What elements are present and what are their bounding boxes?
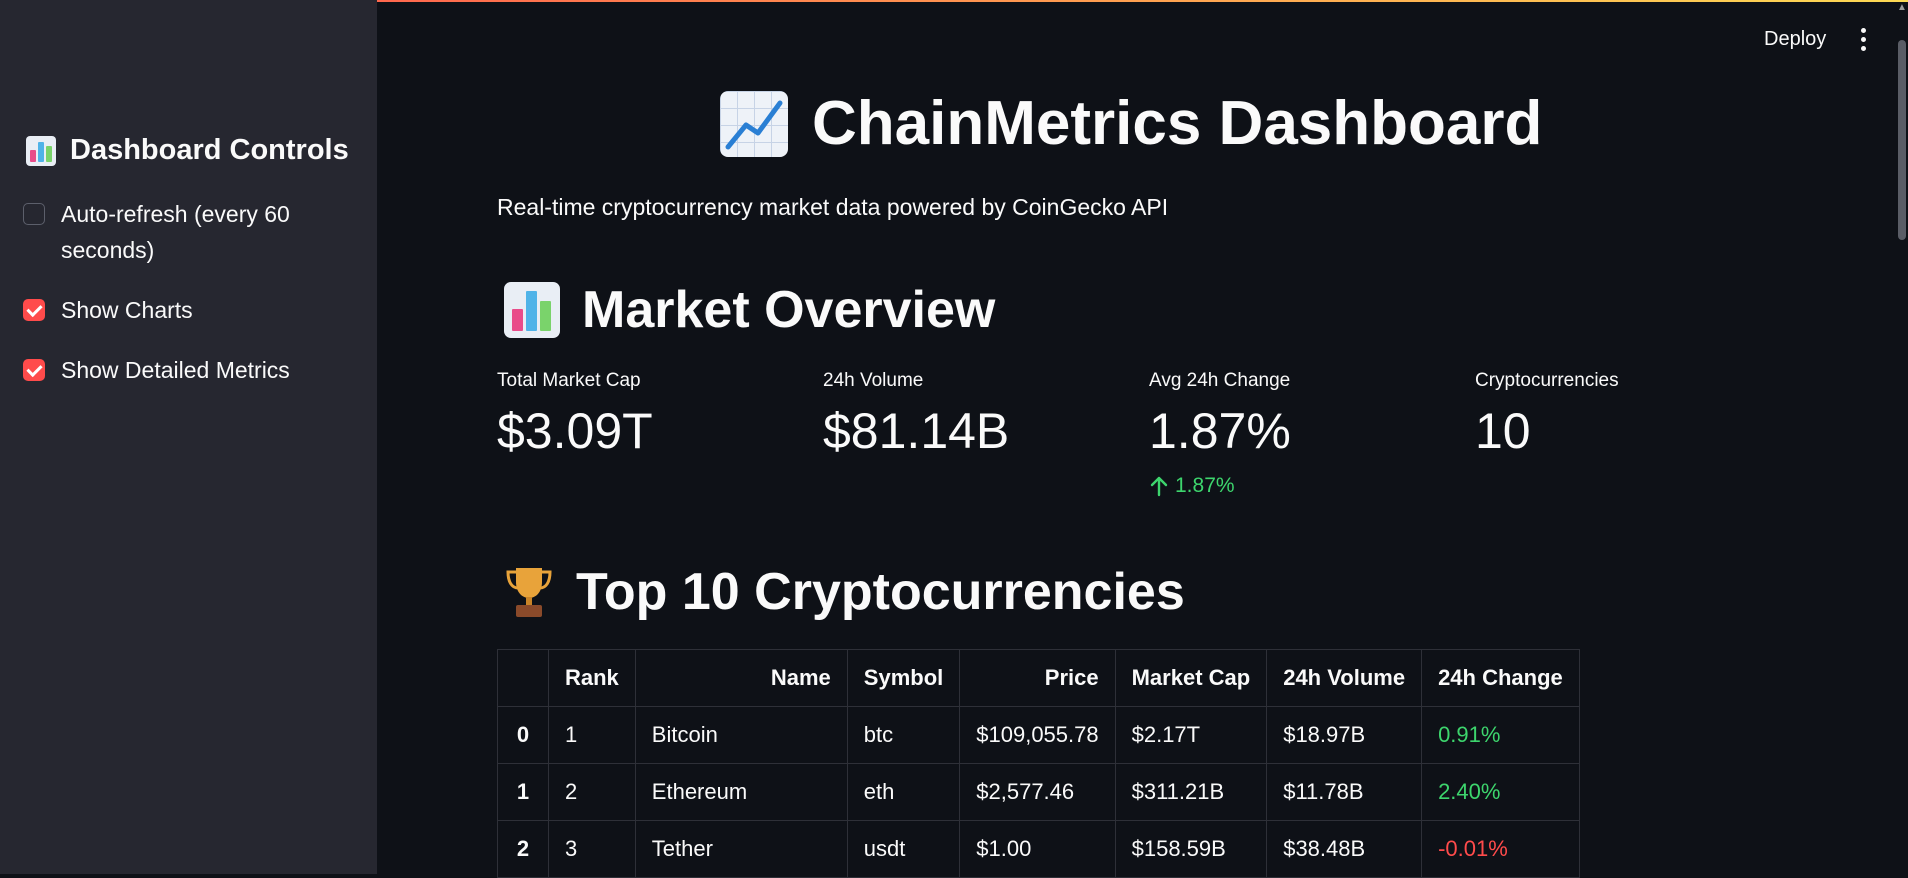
cell-volume[interactable]: $18.97B	[1266, 706, 1423, 764]
cell-change[interactable]: 0.91%	[1421, 706, 1580, 764]
show-charts-label[interactable]: Show Charts	[61, 297, 193, 323]
table-row[interactable]: 0 1 Bitcoin btc $109,055.78 $2.17T $18.9…	[497, 706, 1580, 764]
bar-chart-icon	[26, 135, 56, 166]
metric-delta-value: 1.87%	[1175, 474, 1235, 497]
table-row[interactable]: 1 2 Ethereum eth $2,577.46 $311.21B $11.…	[497, 763, 1580, 821]
column-header-24h-volume[interactable]: 24h Volume	[1266, 649, 1423, 707]
metric-label: Total Market Cap	[497, 370, 641, 391]
arrow-up-icon	[1150, 476, 1168, 497]
metric-value: 1.87%	[1149, 403, 1291, 459]
row-index: 2	[497, 820, 549, 878]
market-overview-heading: Market Overview	[504, 280, 995, 340]
cell-price[interactable]: $1.00	[959, 820, 1116, 878]
auto-refresh-label[interactable]: Auto-refresh (every 60 seconds)	[61, 201, 290, 263]
cell-rank[interactable]: 1	[548, 706, 636, 764]
cell-price[interactable]: $2,577.46	[959, 763, 1116, 821]
page-subtitle: Real-time cryptocurrency market data pow…	[497, 194, 1169, 220]
top-decoration-bar	[0, 0, 1908, 2]
cell-market-cap[interactable]: $311.21B	[1114, 763, 1268, 821]
show-detailed-metrics-checkbox[interactable]: Show Detailed Metrics	[23, 352, 290, 388]
metric-label: Cryptocurrencies	[1475, 370, 1619, 391]
metric-delta: 1.87%	[1149, 474, 1291, 498]
sidebar: Dashboard Controls Auto-refresh (every 6…	[0, 0, 377, 874]
trophy-icon	[506, 568, 552, 617]
column-header-24h-change[interactable]: 24h Change	[1421, 649, 1580, 707]
chart-increasing-icon	[720, 90, 788, 157]
column-header-name[interactable]: Name	[634, 649, 848, 707]
sidebar-title: Dashboard Controls	[26, 134, 349, 167]
show-charts-checkbox[interactable]: Show Charts	[23, 292, 193, 328]
cell-change[interactable]: 2.40%	[1421, 763, 1580, 821]
bar-chart-icon	[504, 282, 560, 338]
row-index: 0	[497, 706, 549, 764]
cell-rank[interactable]: 3	[548, 820, 636, 878]
top-cryptocurrencies-heading: Top 10 Cryptocurrencies	[504, 562, 1185, 622]
cell-market-cap[interactable]: $158.59B	[1114, 820, 1268, 878]
metric-value: $81.14B	[823, 403, 1010, 459]
metric-cryptocurrencies: Cryptocurrencies 10	[1475, 370, 1619, 460]
metric-24h-volume: 24h Volume $81.14B	[823, 370, 1009, 460]
checkbox-box[interactable]	[23, 359, 45, 381]
cell-name[interactable]: Tether	[634, 820, 848, 878]
cell-symbol[interactable]: btc	[846, 706, 961, 764]
cell-symbol[interactable]: eth	[846, 763, 961, 821]
auto-refresh-checkbox[interactable]: Auto-refresh (every 60 seconds)	[23, 196, 321, 268]
top-cryptocurrencies-heading-text: Top 10 Cryptocurrencies	[576, 563, 1185, 621]
metric-label: 24h Volume	[823, 370, 924, 391]
row-index: 1	[497, 763, 549, 821]
scrollbar-thumb[interactable]	[1898, 40, 1906, 240]
table-header-row: Rank Name Symbol Price Market Cap 24h Vo…	[497, 649, 1580, 707]
metric-value: $3.09T	[497, 403, 653, 459]
cell-volume[interactable]: $38.48B	[1266, 820, 1423, 878]
cell-name[interactable]: Ethereum	[634, 763, 848, 821]
column-header-rank[interactable]: Rank	[548, 649, 636, 707]
table-row[interactable]: 2 3 Tether usdt $1.00 $158.59B $38.48B -…	[497, 820, 1580, 878]
cell-rank[interactable]: 2	[548, 763, 636, 821]
cell-market-cap[interactable]: $2.17T	[1114, 706, 1268, 764]
metric-value: 10	[1475, 403, 1531, 459]
cell-volume[interactable]: $11.78B	[1266, 763, 1423, 821]
column-header-price[interactable]: Price	[959, 649, 1116, 707]
metric-total-market-cap: Total Market Cap $3.09T	[497, 370, 653, 460]
scroll-up-icon[interactable]: ▲	[1897, 2, 1907, 13]
show-detailed-metrics-label[interactable]: Show Detailed Metrics	[61, 357, 290, 383]
page-title-text: ChainMetrics Dashboard	[812, 89, 1543, 158]
checkbox-box[interactable]	[23, 299, 45, 321]
metric-avg-24h-change: Avg 24h Change 1.87% 1.87%	[1149, 370, 1291, 498]
cell-name[interactable]: Bitcoin	[634, 706, 848, 764]
cell-price[interactable]: $109,055.78	[959, 706, 1116, 764]
page-title: ChainMetrics Dashboard	[720, 88, 1542, 159]
sidebar-title-text: Dashboard Controls	[70, 134, 349, 166]
checkbox-box[interactable]	[23, 203, 45, 225]
column-header-market-cap[interactable]: Market Cap	[1114, 649, 1268, 707]
cell-change[interactable]: -0.01%	[1421, 820, 1580, 878]
metric-label: Avg 24h Change	[1149, 370, 1291, 391]
deploy-button[interactable]: Deploy	[1764, 28, 1827, 50]
main-menu-icon[interactable]	[1856, 28, 1870, 54]
column-header-symbol[interactable]: Symbol	[846, 649, 961, 707]
crypto-table: Rank Name Symbol Price Market Cap 24h Vo…	[497, 649, 1580, 878]
market-overview-heading-text: Market Overview	[582, 281, 996, 339]
cell-symbol[interactable]: usdt	[846, 820, 961, 878]
column-header-index[interactable]	[497, 649, 549, 707]
